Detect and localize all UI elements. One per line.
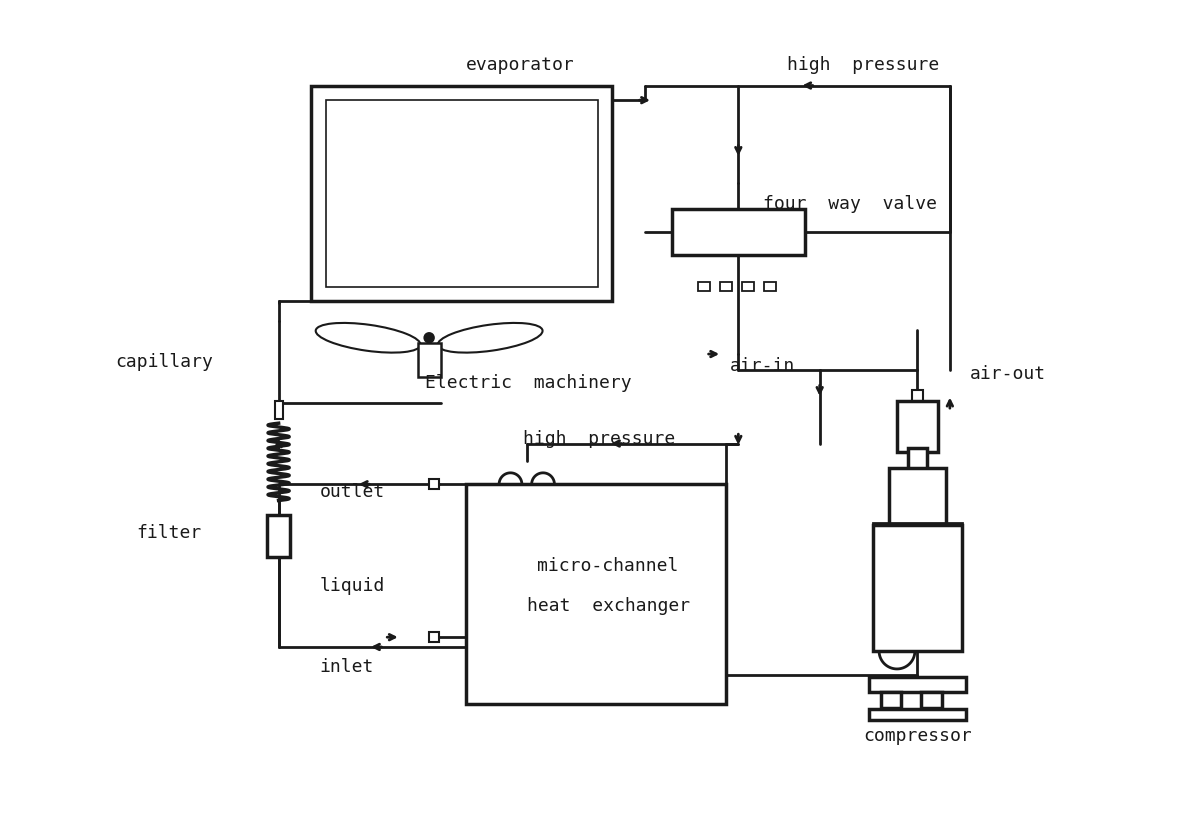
Text: high  pressure: high pressure — [787, 56, 940, 74]
Bar — [889, 468, 946, 525]
Bar — [764, 283, 775, 291]
Bar — [907, 448, 928, 472]
Bar — [881, 692, 901, 708]
Text: air-in: air-in — [730, 358, 796, 376]
Text: micro-channel: micro-channel — [538, 556, 679, 575]
Text: inlet: inlet — [319, 658, 373, 677]
Bar — [275, 401, 283, 419]
Ellipse shape — [438, 323, 542, 353]
Text: high  pressure: high pressure — [523, 431, 674, 449]
Bar — [672, 210, 805, 255]
Bar — [430, 632, 439, 642]
Bar — [743, 283, 754, 291]
Text: liquid: liquid — [319, 577, 384, 595]
Text: capillary: capillary — [115, 353, 214, 372]
Text: compressor: compressor — [863, 727, 972, 746]
Bar — [869, 677, 966, 692]
Text: filter: filter — [136, 524, 202, 542]
Bar — [311, 85, 612, 301]
Bar — [430, 479, 439, 489]
Text: heat  exchanger: heat exchanger — [527, 598, 690, 616]
Bar — [896, 401, 937, 451]
Ellipse shape — [316, 323, 420, 353]
Text: air-out: air-out — [971, 366, 1046, 383]
Bar — [418, 343, 440, 376]
Bar — [325, 100, 598, 287]
Bar — [872, 524, 962, 533]
Bar — [912, 390, 923, 404]
Text: Electric  machinery: Electric machinery — [425, 373, 631, 391]
Bar — [466, 484, 726, 704]
Text: evaporator: evaporator — [466, 56, 575, 74]
Bar — [922, 692, 942, 708]
Text: four  way  valve: four way valve — [763, 195, 937, 213]
Bar — [872, 525, 962, 651]
Bar — [268, 515, 290, 557]
Bar — [720, 283, 732, 291]
Bar — [869, 709, 966, 720]
Ellipse shape — [425, 333, 434, 343]
Text: outlet: outlet — [319, 483, 384, 501]
Bar — [698, 283, 710, 291]
